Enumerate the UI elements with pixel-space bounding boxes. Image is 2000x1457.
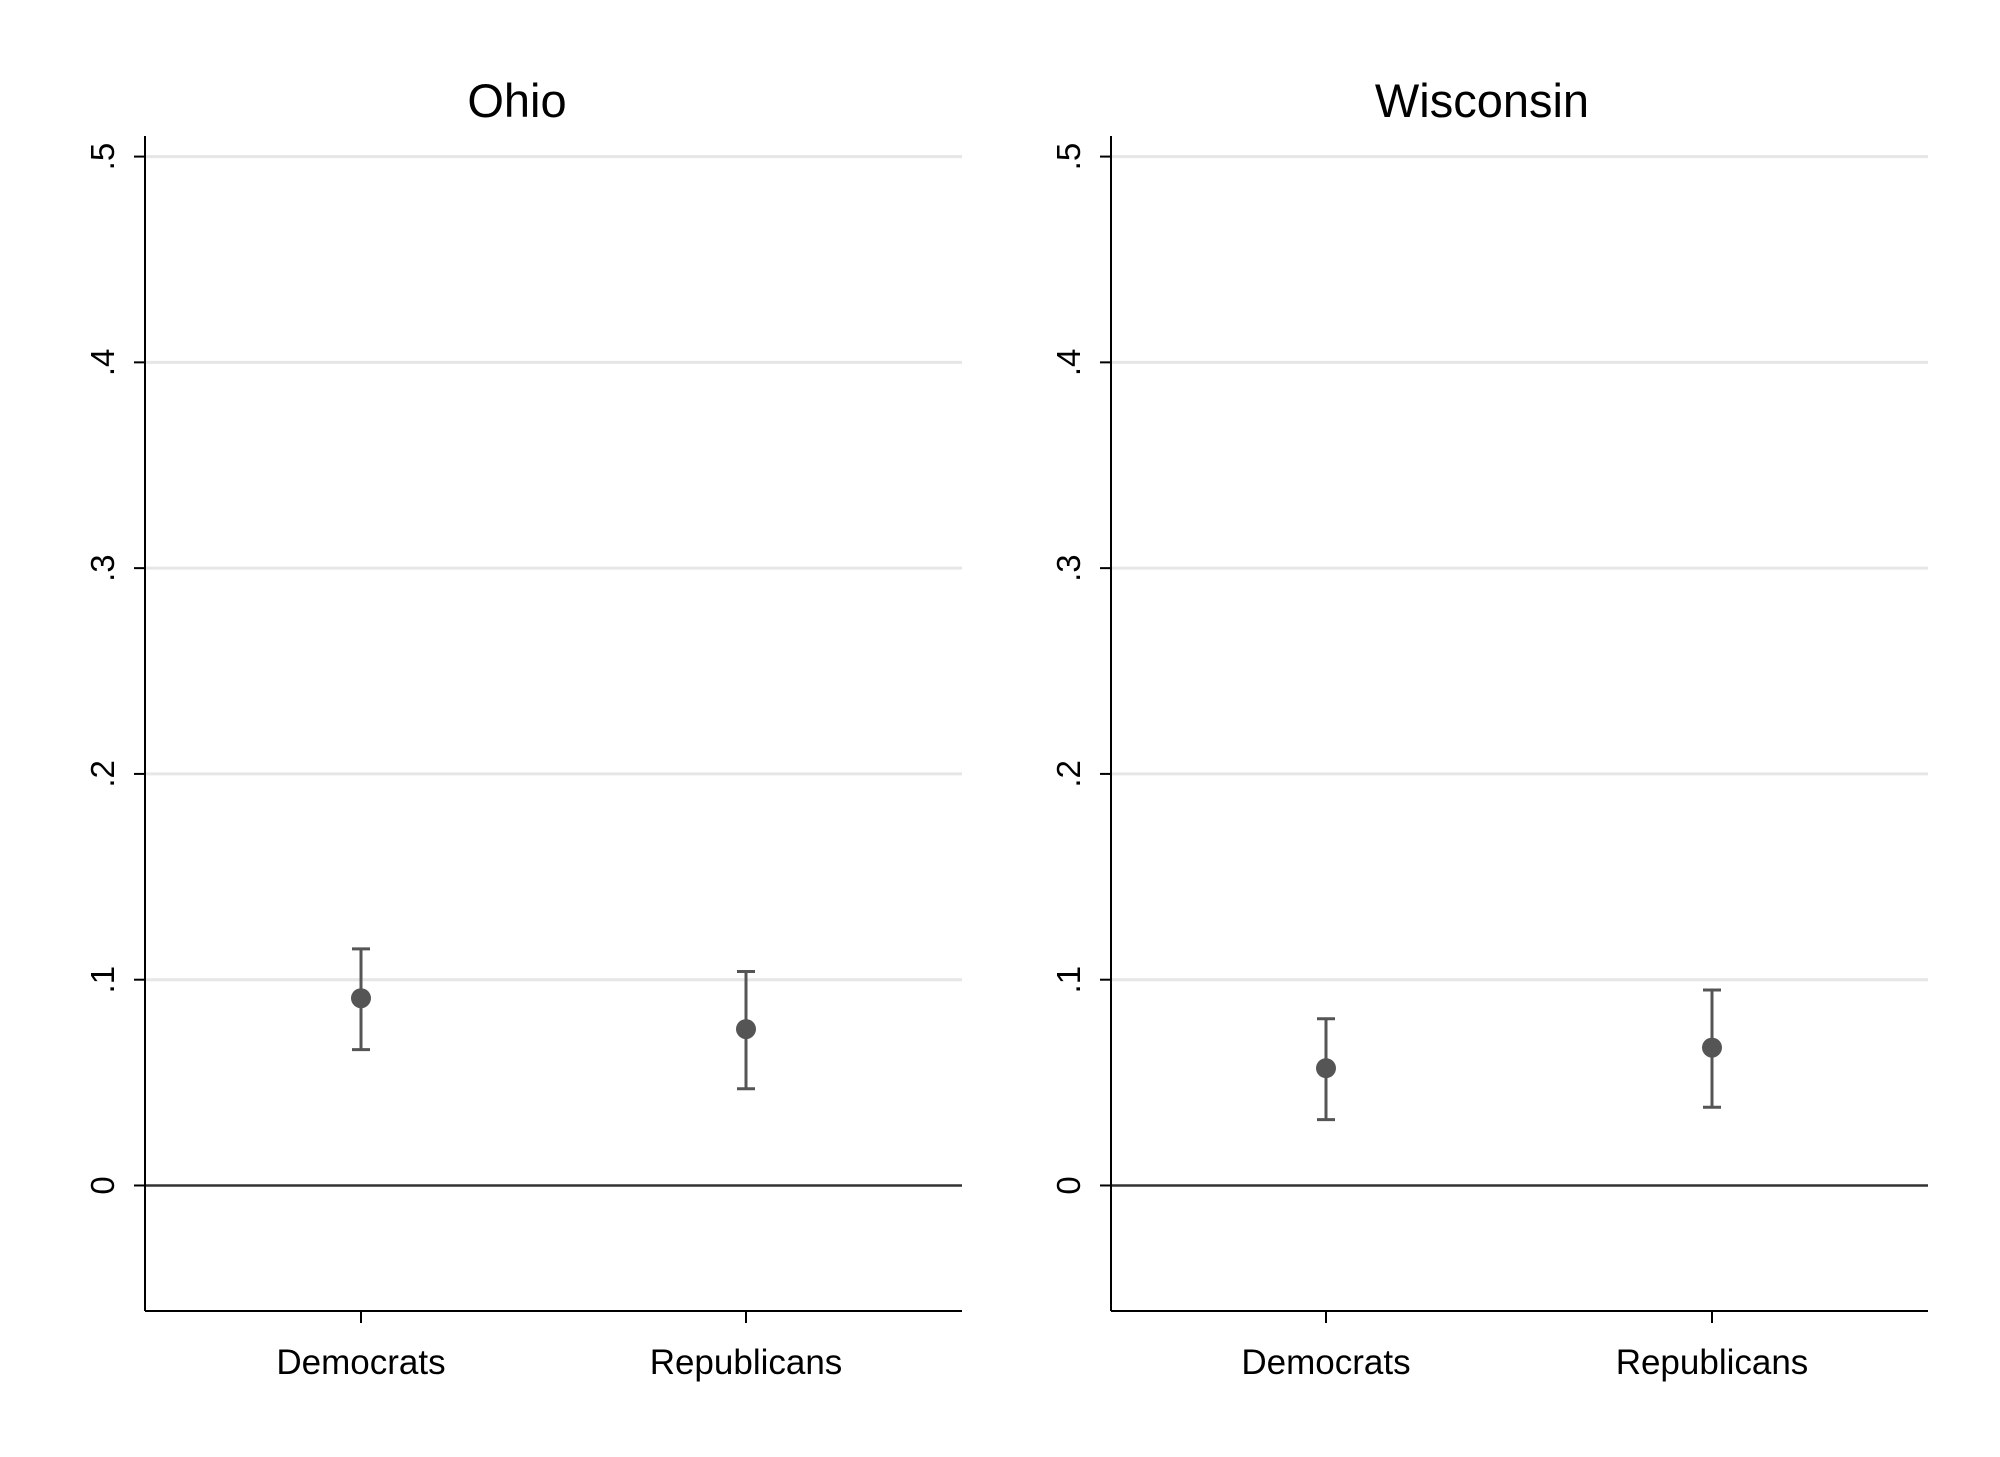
- x-category-label: Republicans: [1616, 1343, 1809, 1382]
- y-tick-label: .1: [84, 966, 121, 994]
- y-tick-label: .5: [84, 143, 121, 171]
- y-tick-label: .4: [84, 349, 121, 377]
- point-estimate: [736, 1019, 756, 1040]
- x-category-label: Democrats: [276, 1343, 445, 1382]
- y-tick-label: .2: [84, 760, 121, 788]
- panel-title: Wisconsin: [1375, 74, 1589, 127]
- point-estimate: [1702, 1037, 1722, 1058]
- y-tick-label: .5: [1050, 143, 1087, 171]
- panel-wisconsin: Wisconsin 0 .1 .2 .3 .4 .5 Democrats Republican…: [1050, 74, 1928, 1382]
- x-category-label: Republicans: [650, 1343, 843, 1382]
- x-category-label: Democrats: [1241, 1343, 1410, 1382]
- panel-ohio: Ohio 0 .1 .2 .3 .4 .5 Democrats Republicans: [84, 74, 962, 1382]
- y-tick-label: .1: [1050, 966, 1087, 994]
- panel-title: Ohio: [467, 74, 566, 127]
- y-tick-label: .3: [84, 554, 121, 582]
- y-tick-label: 0: [84, 1176, 121, 1194]
- point-estimate: [351, 988, 371, 1009]
- point-estimate: [1316, 1058, 1336, 1079]
- y-tick-label: .3: [1050, 554, 1087, 582]
- y-tick-label: .2: [1050, 760, 1087, 788]
- y-tick-label: 0: [1050, 1176, 1087, 1194]
- y-tick-label: .4: [1050, 349, 1087, 377]
